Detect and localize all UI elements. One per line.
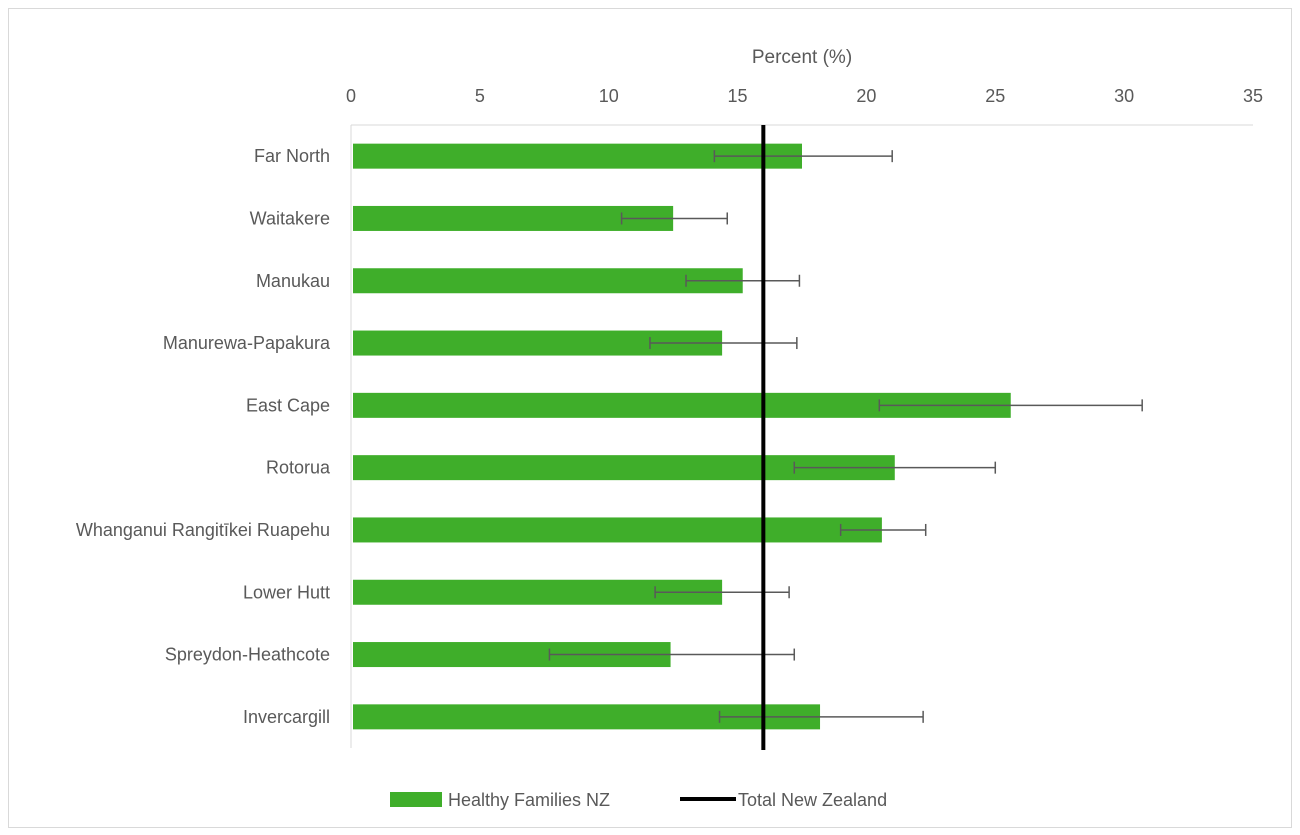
x-tick-label: 0 <box>346 86 356 106</box>
category-label: East Cape <box>246 395 330 415</box>
bar <box>353 268 743 294</box>
category-label: Lower Hutt <box>243 582 330 602</box>
legend: Healthy Families NZ Total New Zealand <box>390 790 887 810</box>
legend-label-total-nz: Total New Zealand <box>738 790 887 810</box>
legend-label-healthy-families: Healthy Families NZ <box>448 790 610 810</box>
category-label: Waitakere <box>250 208 330 228</box>
x-tick-label: 15 <box>728 86 748 106</box>
category-label: Rotorua <box>266 458 331 478</box>
x-tick-labels: 0 5 10 15 20 25 30 35 <box>346 86 1263 106</box>
category-label: Far North <box>254 146 330 166</box>
category-label: Manurewa-Papakura <box>163 333 331 353</box>
category-label: Whanganui Rangitīkei Ruapehu <box>76 520 330 540</box>
bar <box>353 205 674 231</box>
x-tick-label: 20 <box>856 86 876 106</box>
category-label: Spreydon-Heathcote <box>165 645 330 665</box>
x-tick-label: 25 <box>985 86 1005 106</box>
category-labels: Far North Waitakere Manukau Manurewa-Papaku… <box>76 146 331 727</box>
x-tick-label: 5 <box>475 86 485 106</box>
category-label: Manukau <box>256 271 330 291</box>
bars <box>353 143 1011 730</box>
legend-swatch-healthy-families <box>390 792 442 807</box>
error-bars <box>548 150 1143 723</box>
x-tick-label: 10 <box>599 86 619 106</box>
x-tick-label: 35 <box>1243 86 1263 106</box>
category-label: Invercargill <box>243 707 330 727</box>
bar <box>353 517 882 543</box>
x-tick-label: 30 <box>1114 86 1134 106</box>
x-axis-title: Percent (%) <box>752 47 852 68</box>
